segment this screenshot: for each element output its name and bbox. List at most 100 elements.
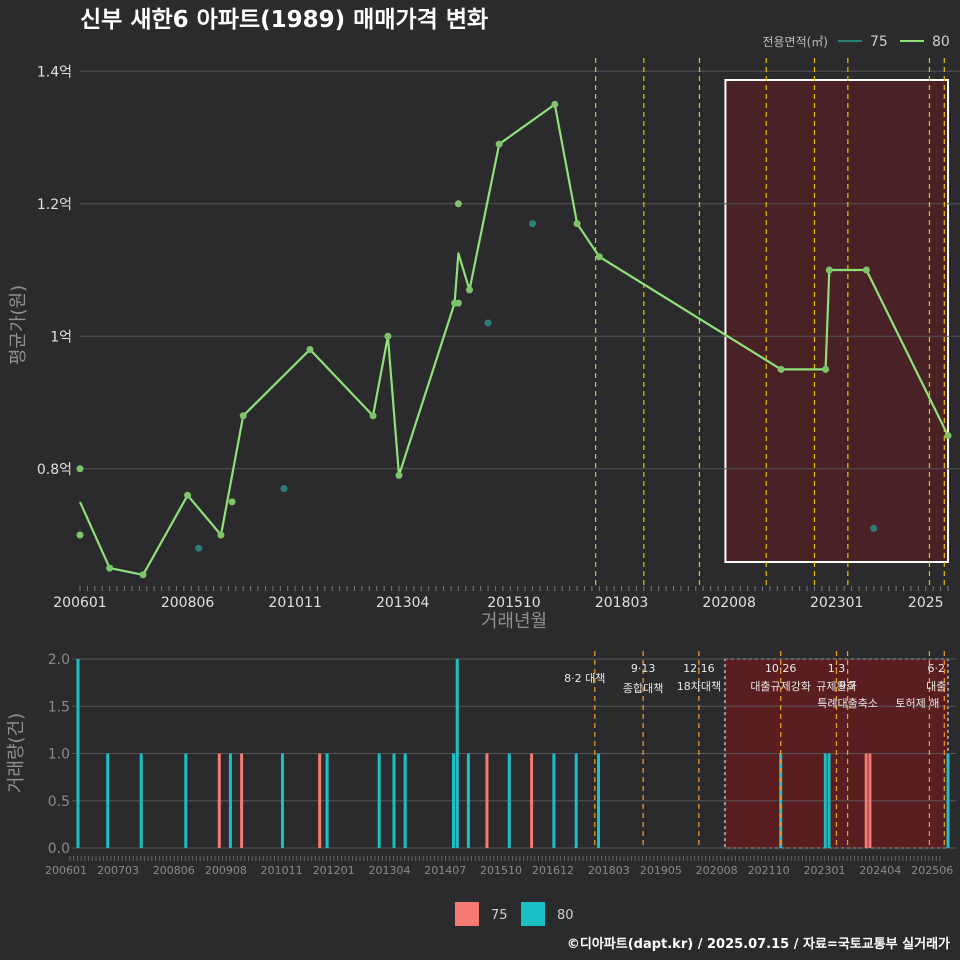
point-80: [454, 200, 462, 208]
point-80: [595, 253, 603, 261]
point-80: [551, 100, 559, 108]
price-chart: 0.8억 1억 1.2억 1.4억 200601 200806 201011 201304 20…: [8, 34, 960, 632]
x-tick-label: 201011: [261, 864, 303, 877]
point-80: [395, 471, 403, 479]
x-axis-title: 거래년월: [481, 611, 547, 632]
x-tick-label: 200806: [161, 595, 215, 611]
legend-label-80: 80: [932, 34, 950, 50]
legend-label-75: 75: [491, 908, 508, 923]
x-tick-label: 201304: [368, 864, 410, 877]
policy-label: 대출: [926, 680, 946, 693]
y-tick-label: 0.8억: [37, 462, 72, 478]
point-80: [573, 220, 581, 228]
x-tick-label: 200601: [53, 595, 106, 611]
chart-title: 신부 새한6 아파트(1989) 매매가격 변화: [80, 7, 488, 33]
x-tick-label: 201304: [376, 595, 430, 611]
y-tick-label: 1.0: [48, 747, 70, 763]
y-axis-title: 거래량(건): [6, 713, 27, 793]
point-80: [454, 299, 462, 307]
policy-date: 6·2: [928, 662, 946, 675]
point-80: [384, 332, 392, 340]
x-tick-label: 200806: [153, 864, 195, 877]
x-tick-label: 201612: [532, 864, 574, 877]
bar-80: [455, 659, 459, 848]
policy-date: 10·26: [765, 662, 797, 675]
bar-80: [228, 753, 232, 848]
point-80: [76, 531, 84, 539]
point-80: [369, 412, 377, 420]
x-tick-label: 202404: [859, 864, 901, 877]
bar-75: [530, 753, 534, 848]
point-80: [862, 266, 870, 274]
x-tick-label: 202301: [810, 595, 863, 611]
x-tick-label: 201407: [424, 864, 466, 877]
x-tick-label: 2025: [908, 595, 944, 611]
point-80: [217, 531, 225, 539]
policy-label: 8·2 대책: [564, 672, 605, 685]
policy-label: 토허제 해: [895, 696, 939, 710]
x-tick-label: 200908: [205, 864, 247, 877]
legend-label-80: 80: [557, 908, 574, 923]
policy-date: 9·13: [631, 662, 656, 675]
bar-80: [403, 753, 407, 848]
bar-80: [507, 753, 511, 848]
bar-80: [466, 753, 470, 848]
y-tick-label: 0.0: [48, 841, 70, 857]
y-tick-label: 2.0: [48, 652, 70, 668]
bar-80: [76, 659, 80, 848]
bar-80: [827, 753, 831, 848]
bar-80: [184, 753, 188, 848]
y-tick-label: 1.2억: [37, 197, 72, 213]
policy-label: 특례대출축소: [817, 697, 878, 710]
x-tick-label: 201803: [595, 595, 648, 611]
legend-title: 전용면적(㎡): [762, 35, 828, 49]
x-tick-label: 200601: [45, 864, 87, 877]
x-tick-label: 201803: [588, 864, 630, 877]
volume-chart: 0.0 0.5 1.0 1.5 2.0 200601 200703 200806 200908 2…: [6, 651, 956, 926]
legend-swatch-80: [521, 902, 545, 926]
point-80: [777, 365, 785, 373]
policy-date: 9·7: [839, 679, 857, 692]
point-80: [239, 412, 247, 420]
x-tick-label: 202008: [696, 864, 738, 877]
footer-credit: ©디아파트(dapt.kr) / 2025.07.15 / 자료=국토교통부 실…: [567, 936, 950, 952]
point-75: [195, 544, 203, 552]
highlight-box: [724, 79, 950, 563]
point-80: [944, 432, 952, 440]
policy-date: 1·3: [828, 662, 846, 675]
policy-label: 18차대책: [677, 680, 721, 693]
bar-80: [552, 753, 556, 848]
point-80: [465, 286, 473, 294]
point-80: [139, 571, 147, 579]
bar-75: [318, 753, 322, 848]
x-tick-label: 201510: [487, 595, 540, 611]
bar-80: [946, 753, 950, 848]
policy-label: 종합대책: [623, 682, 663, 695]
bar-75: [868, 753, 872, 848]
x-tick-label: 202110: [748, 864, 790, 877]
point-75: [280, 485, 288, 493]
point-75: [529, 220, 537, 228]
bar-80: [392, 753, 396, 848]
x-tick-label: 201011: [268, 595, 321, 611]
legend-label-75: 75: [870, 34, 888, 50]
bar-75: [864, 753, 868, 848]
x-tick-label: 201510: [480, 864, 522, 877]
point-80: [76, 465, 84, 473]
bar-80: [779, 753, 783, 848]
x-tick-label: 202506: [911, 864, 953, 877]
bar-80: [139, 753, 143, 848]
x-tick-label: 201905: [640, 864, 682, 877]
point-80: [228, 498, 236, 506]
point-80: [825, 266, 833, 274]
policy-date: 12·16: [683, 662, 715, 675]
bar-80: [280, 753, 284, 848]
policy-label: 대출규제강화: [750, 680, 811, 693]
bar-80: [325, 753, 329, 848]
policy-label: 규제완화: [816, 680, 856, 693]
point-75: [484, 319, 492, 327]
y-tick-label: 1.5: [48, 699, 70, 715]
bar-80: [574, 753, 578, 848]
bar-80: [452, 753, 456, 848]
